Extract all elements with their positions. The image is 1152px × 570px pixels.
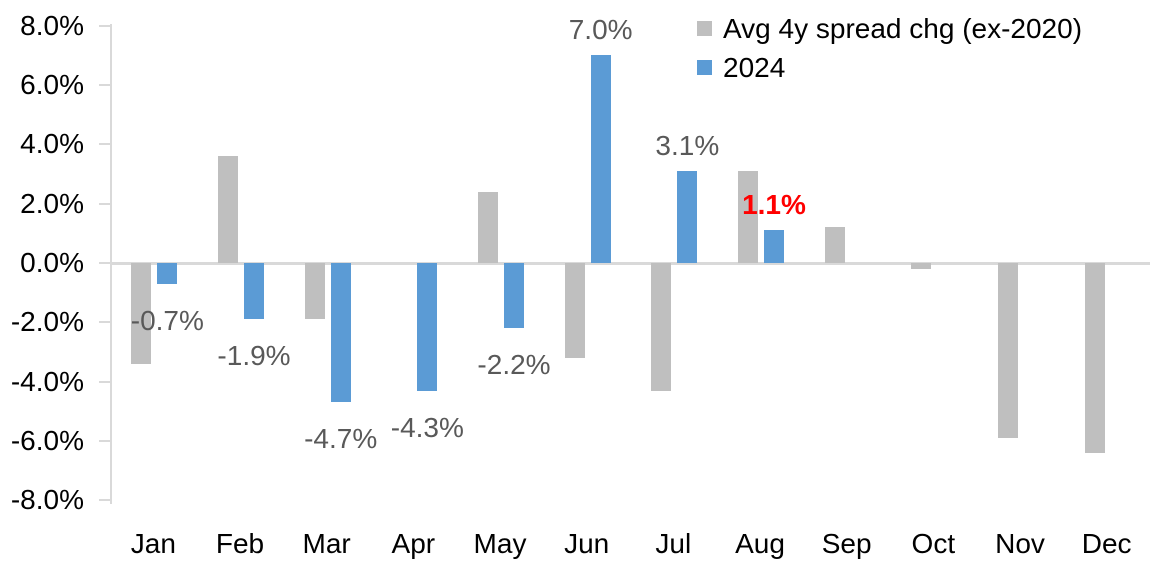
- y-axis-label: 2.0%: [20, 187, 84, 219]
- data-label-apr: -4.3%: [390, 411, 464, 443]
- legend-item-2024: 2024: [697, 48, 1082, 87]
- data-label-jan: -0.7%: [130, 304, 204, 336]
- data-label-highlight-aug: 1.1%: [742, 189, 806, 221]
- bar-avg-jul: [651, 263, 672, 391]
- bar-avg-aug: [738, 171, 758, 263]
- y-axis-label: 6.0%: [20, 69, 84, 101]
- x-axis-label-apr: Apr: [391, 528, 436, 559]
- y-axis-tick: [99, 143, 110, 146]
- y-axis-tick: [99, 84, 110, 87]
- legend: Avg 4y spread chg (ex-2020) 2024: [697, 9, 1082, 87]
- bar-avg-jun: [564, 263, 585, 358]
- data-label-jul: 3.1%: [655, 130, 720, 162]
- x-axis-label-aug: Aug: [735, 528, 785, 559]
- x-axis-label-jan: Jan: [130, 528, 176, 559]
- bar-2024-jul: [677, 171, 698, 263]
- legend-label-2024: 2024: [723, 51, 786, 83]
- y-axis-tick: [99, 380, 110, 383]
- y-axis-label: -6.0%: [10, 424, 84, 456]
- bar-avg-mar: [304, 263, 325, 320]
- x-axis-label-dec: Dec: [1081, 528, 1132, 559]
- bar-avg-dec: [1084, 263, 1105, 453]
- y-axis-tick: [99, 24, 110, 27]
- x-axis-label-jul: Jul: [655, 528, 692, 559]
- data-label-may: -2.2%: [477, 349, 551, 381]
- x-axis-label-oct: Oct: [911, 528, 956, 559]
- x-axis-label-nov: Nov: [995, 528, 1045, 559]
- y-axis-label: 4.0%: [20, 128, 84, 160]
- y-axis-label: -8.0%: [10, 484, 84, 516]
- legend-swatch-gray: [697, 21, 712, 36]
- bar-avg-oct: [911, 263, 932, 269]
- data-label-jun: 7.0%: [568, 14, 633, 46]
- y-axis-tick: [99, 439, 110, 442]
- bar-avg-jan: [131, 263, 152, 364]
- x-axis-label-jun: Jun: [564, 528, 610, 559]
- bar-2024-aug: [764, 230, 784, 263]
- y-axis-tick: [99, 321, 110, 324]
- y-axis-label: 0.0%: [20, 247, 84, 278]
- bar-2024-jan: [157, 263, 178, 284]
- data-label-mar: -4.7%: [304, 423, 378, 455]
- x-axis-label-feb: Feb: [215, 528, 265, 559]
- bar-avg-feb: [218, 156, 238, 263]
- bar-avg-nov: [998, 263, 1018, 438]
- bar-2024-apr: [417, 263, 438, 391]
- y-axis-label: -2.0%: [10, 306, 84, 338]
- bar-avg-may: [478, 191, 498, 263]
- y-axis-tick: [99, 202, 110, 205]
- y-axis-tick: [99, 499, 110, 502]
- x-axis-label-sep: Sep: [821, 528, 872, 559]
- data-label-feb: -1.9%: [217, 340, 291, 372]
- x-axis-label-may: May: [473, 528, 527, 559]
- bar-2024-may: [504, 263, 524, 329]
- y-axis-label: 8.0%: [20, 9, 84, 41]
- legend-label-avg-4y-spread: Avg 4y spread chg (ex-2020): [723, 12, 1083, 44]
- legend-swatch-blue: [697, 60, 712, 75]
- x-axis-zero-line: [110, 261, 1150, 265]
- y-axis-label: -4.0%: [10, 365, 84, 397]
- bar-2024-feb: [244, 263, 264, 320]
- legend-item-avg-4y-spread: Avg 4y spread chg (ex-2020): [697, 9, 1082, 48]
- bar-avg-sep: [824, 227, 845, 263]
- y-axis-tick: [99, 262, 110, 264]
- bar-2024-jun: [590, 55, 611, 263]
- x-axis-label-mar: Mar: [302, 528, 351, 559]
- bar-2024-mar: [330, 263, 351, 403]
